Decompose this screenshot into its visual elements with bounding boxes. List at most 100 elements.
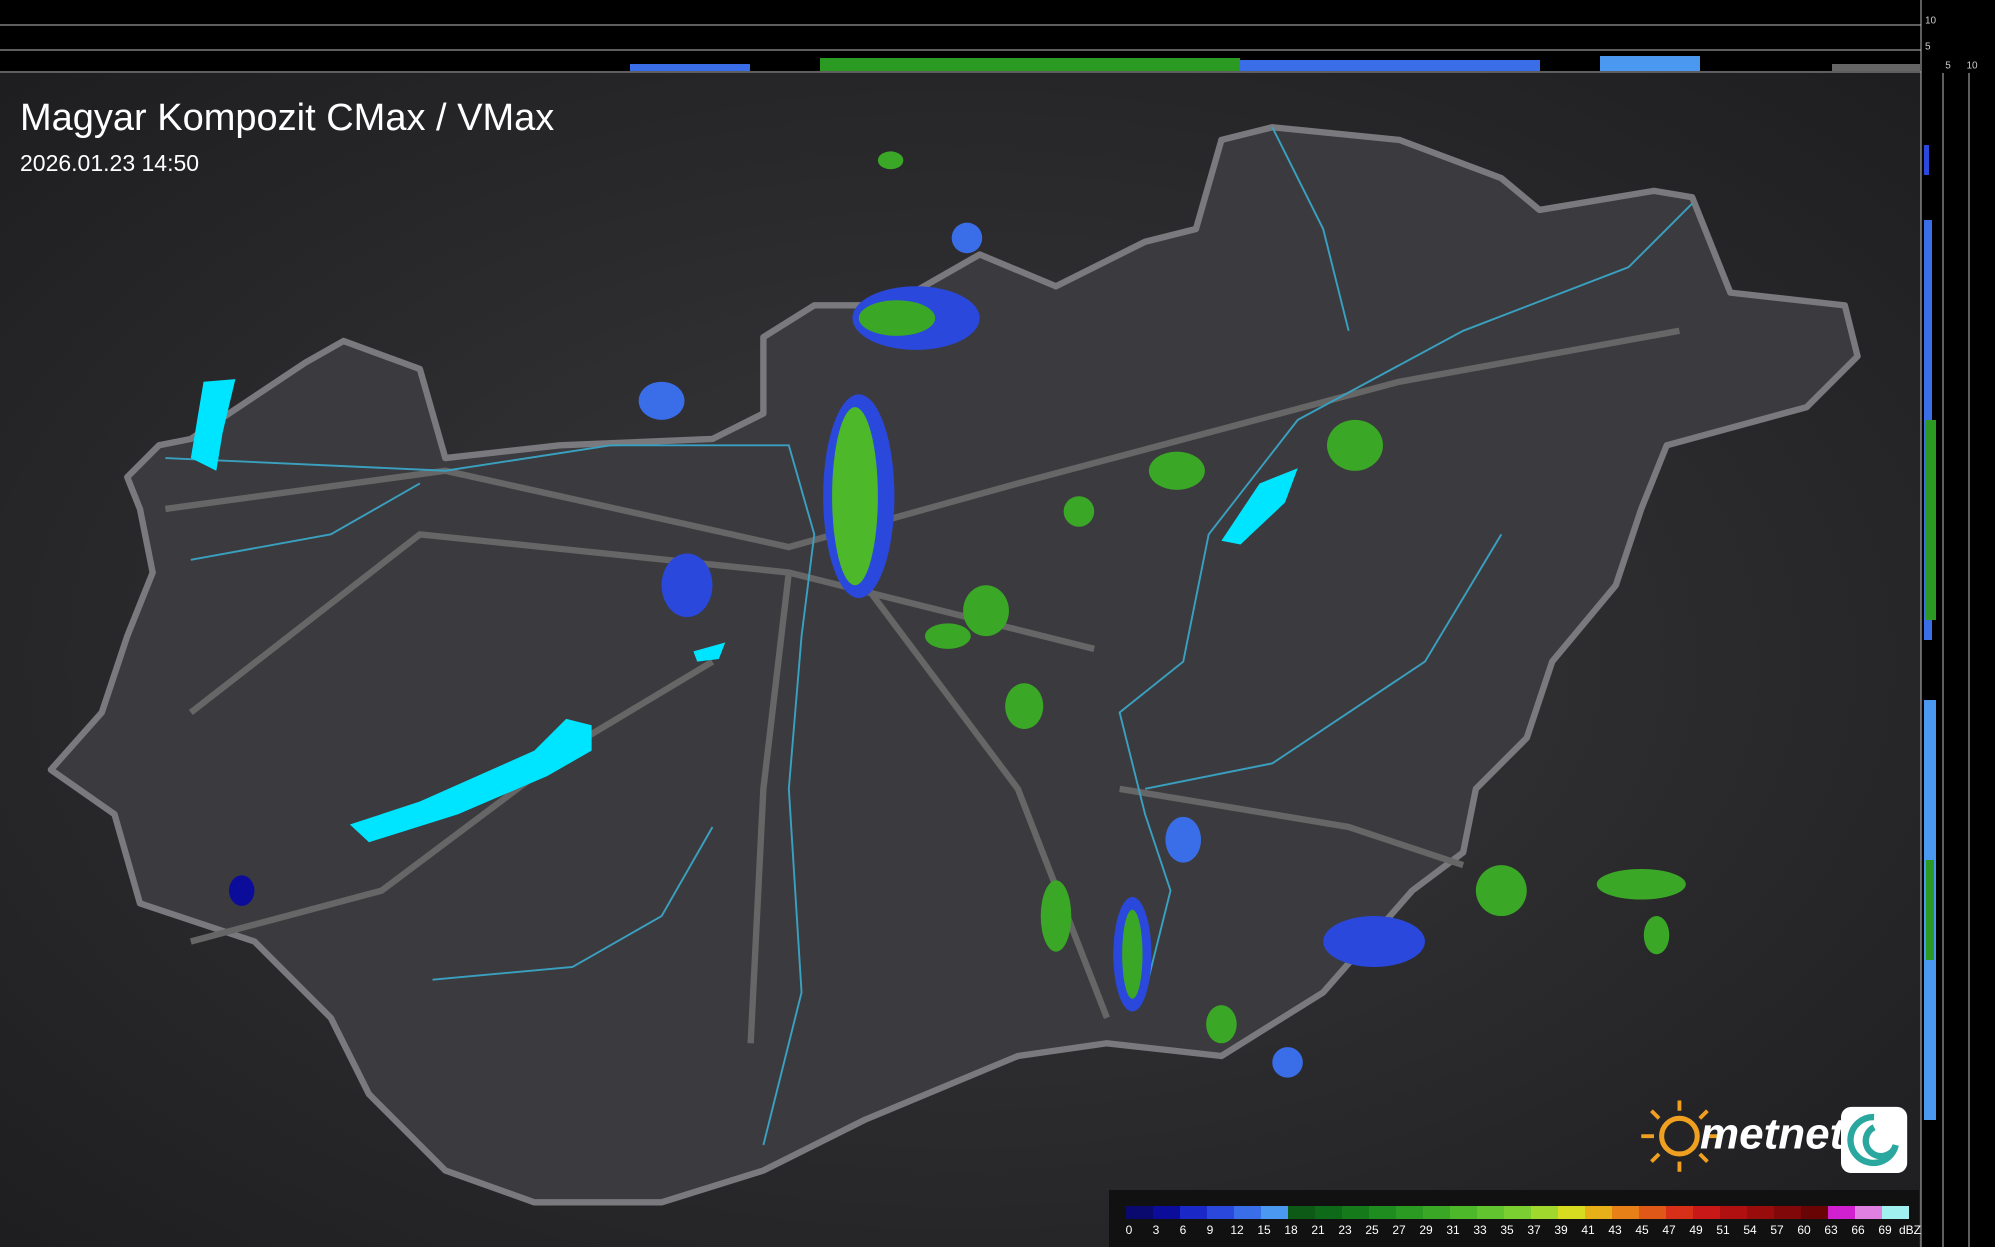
legend-swatch bbox=[1207, 1206, 1234, 1219]
panel-tick-label: 10 bbox=[1925, 16, 1937, 27]
legend-swatch bbox=[1342, 1206, 1369, 1219]
radar-echoes bbox=[229, 151, 1686, 1078]
echo bbox=[951, 222, 983, 254]
legend-label: 47 bbox=[1662, 1223, 1676, 1237]
legend: 0 3 6 9 12 15 18 21 23 25 27 29 31 33 35 37 39 41 43 45 47 49… bbox=[1126, 1206, 1921, 1237]
rivers bbox=[165, 126, 1693, 1146]
legend-label: 25 bbox=[1365, 1223, 1379, 1237]
legend-label: 69 bbox=[1878, 1223, 1892, 1237]
echo bbox=[638, 381, 685, 420]
legend-swatch bbox=[1855, 1206, 1882, 1219]
panel-tick-label: 5 bbox=[1945, 61, 1951, 72]
legend-swatch bbox=[1450, 1206, 1477, 1219]
legend-swatch bbox=[1774, 1206, 1801, 1219]
legend-label: 21 bbox=[1311, 1223, 1325, 1237]
logo-icon bbox=[1641, 1100, 1908, 1174]
side-profile-panel: 5 10 bbox=[1920, 0, 1978, 1247]
top-profile-panel: 10 5 bbox=[0, 16, 1937, 73]
legend-label: 45 bbox=[1635, 1223, 1649, 1237]
legend-swatch bbox=[1234, 1206, 1261, 1219]
road bbox=[1119, 785, 1465, 869]
profile-echo bbox=[1832, 64, 1920, 71]
legend-swatch bbox=[1315, 1206, 1342, 1219]
echo bbox=[1040, 880, 1072, 952]
legend-swatch bbox=[1612, 1206, 1639, 1219]
echo bbox=[924, 623, 971, 649]
legend-label: 15 bbox=[1257, 1223, 1271, 1237]
echo bbox=[1148, 451, 1205, 490]
echo bbox=[229, 875, 255, 906]
river bbox=[1118, 202, 1693, 993]
legend-swatch bbox=[1477, 1206, 1504, 1219]
river bbox=[432, 826, 714, 981]
echo bbox=[963, 585, 1009, 637]
echo bbox=[1005, 683, 1044, 730]
timestamp: 2026.01.23 14:50 bbox=[20, 150, 199, 176]
profile-echo bbox=[820, 58, 1240, 71]
legend-label: 41 bbox=[1581, 1223, 1595, 1237]
logo-text: metnet bbox=[1700, 1110, 1847, 1159]
road bbox=[747, 572, 792, 1044]
legend-label: 6 bbox=[1180, 1223, 1187, 1237]
legend-unit: dBZ bbox=[1899, 1223, 1921, 1237]
legend-label: 60 bbox=[1797, 1223, 1811, 1237]
legend-label: 51 bbox=[1716, 1223, 1730, 1237]
panel-tick-label: 10 bbox=[1966, 61, 1978, 72]
legend-label: 63 bbox=[1824, 1223, 1838, 1237]
echo bbox=[1323, 916, 1425, 967]
legend-label: 29 bbox=[1419, 1223, 1433, 1237]
title: Magyar Kompozit CMax / VMax bbox=[20, 97, 554, 139]
lake-balaton bbox=[349, 718, 592, 843]
legend-swatch bbox=[1747, 1206, 1774, 1219]
legend-swatch bbox=[1558, 1206, 1585, 1219]
legend-swatch bbox=[1531, 1206, 1558, 1219]
legend-label: 9 bbox=[1207, 1223, 1214, 1237]
profile-echo bbox=[1926, 860, 1934, 960]
legend-label: 39 bbox=[1554, 1223, 1568, 1237]
logo-rays bbox=[1641, 1100, 1718, 1172]
road bbox=[188, 531, 1095, 715]
legend-label: 33 bbox=[1473, 1223, 1487, 1237]
panel-tick-label: 5 bbox=[1925, 42, 1931, 53]
legend-swatch bbox=[1369, 1206, 1396, 1219]
echo bbox=[858, 300, 936, 336]
legend-swatch bbox=[1720, 1206, 1747, 1219]
legend-label: 43 bbox=[1608, 1223, 1622, 1237]
profile-echo bbox=[1926, 420, 1936, 620]
echo bbox=[877, 151, 904, 170]
logo-sun bbox=[1659, 1115, 1700, 1157]
legend-label: 31 bbox=[1446, 1223, 1460, 1237]
road bbox=[164, 327, 1681, 551]
river bbox=[165, 444, 816, 1146]
legend-swatch bbox=[1666, 1206, 1693, 1219]
roads bbox=[164, 327, 1681, 1044]
legend-swatch bbox=[1801, 1206, 1828, 1219]
road bbox=[862, 583, 1110, 1019]
country-border bbox=[47, 124, 1861, 1206]
river bbox=[1271, 126, 1350, 332]
lake-tisza bbox=[1221, 468, 1298, 545]
logo-swirl bbox=[1847, 1113, 1899, 1167]
profile-echo bbox=[630, 64, 750, 71]
legend-swatch bbox=[1585, 1206, 1612, 1219]
legend-swatch bbox=[1153, 1206, 1180, 1219]
echo bbox=[1596, 868, 1686, 900]
river bbox=[190, 482, 421, 561]
profile-echo bbox=[1600, 56, 1700, 71]
road bbox=[190, 658, 715, 945]
legend-swatch bbox=[1504, 1206, 1531, 1219]
legend-label: 18 bbox=[1284, 1223, 1298, 1237]
lake-velence bbox=[693, 642, 726, 662]
legend-label: 49 bbox=[1689, 1223, 1703, 1237]
map bbox=[47, 124, 1908, 1206]
echo bbox=[1206, 1005, 1237, 1044]
echo bbox=[1165, 816, 1202, 863]
legend-swatch bbox=[1828, 1206, 1855, 1219]
echo bbox=[832, 407, 878, 586]
legend-label: 37 bbox=[1527, 1223, 1541, 1237]
legend-swatch bbox=[1180, 1206, 1207, 1219]
legend-label: 27 bbox=[1392, 1223, 1406, 1237]
legend-label: 35 bbox=[1500, 1223, 1514, 1237]
echo bbox=[1063, 496, 1095, 527]
legend-label: 66 bbox=[1851, 1223, 1865, 1237]
